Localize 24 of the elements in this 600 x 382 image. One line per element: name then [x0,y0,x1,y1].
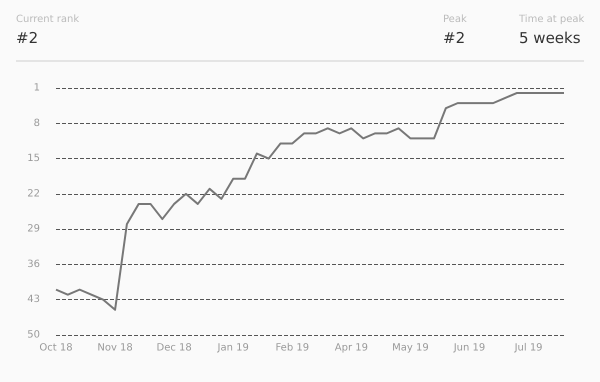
text: Time at peak [519,14,584,25]
x-tick-label: May 19 [392,342,429,354]
x-tick-label: Jun 19 [452,342,486,354]
text: 5 weeks [519,29,582,47]
y-tick-label: 43 [27,294,40,306]
y-tick-label: 1 [34,82,40,94]
x-tick-label: Oct 18 [39,342,73,354]
text: Current rank [16,14,80,25]
text: #2 [443,29,466,47]
text: #2 [16,29,40,47]
y-tick-label: 36 [27,258,40,270]
y-tick-label: 50 [27,330,40,340]
x-tick-label: Feb 19 [275,342,310,354]
y-tick-label: 15 [27,153,40,164]
y-tick-label: 8 [34,118,40,129]
x-tick-label: Jul 19 [514,342,543,354]
y-tick-label: 29 [27,224,40,235]
text: Peak [443,14,467,25]
x-tick-label: Dec 18 [156,342,192,354]
x-tick-label: Jan 19 [216,342,249,354]
x-tick-label: Apr 19 [334,342,368,354]
line-series [55,92,565,311]
x-tick-label: Nov 18 [97,342,133,354]
y-tick-label: 22 [27,188,40,200]
